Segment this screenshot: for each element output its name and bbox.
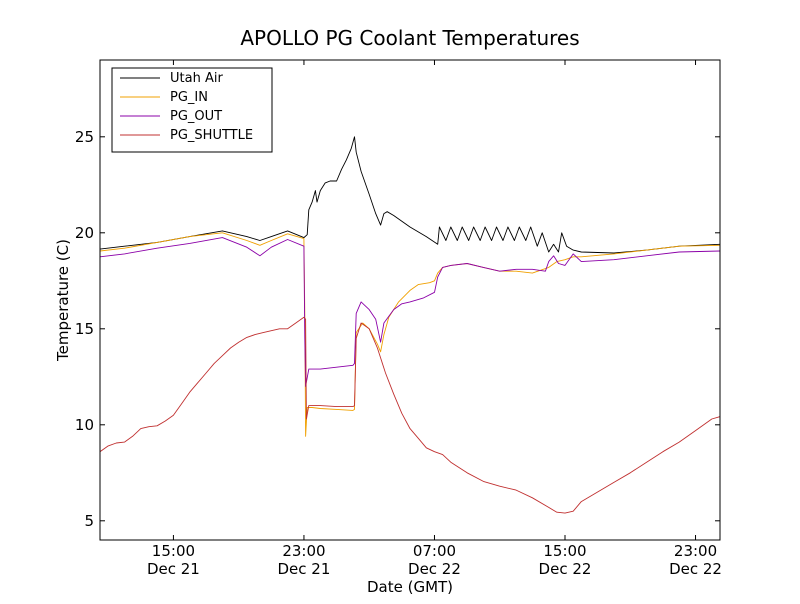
x-tick-date-label: Dec 21 — [147, 560, 200, 578]
x-tick-label: 23:00 — [282, 542, 325, 560]
x-axis-label: Date (GMT) — [367, 578, 453, 596]
plot-frame — [99, 59, 721, 541]
series-line-pg-out — [100, 237, 720, 387]
x-tick-label: 15:00 — [543, 542, 586, 560]
legend-label: PG_IN — [170, 90, 208, 105]
y-tick-label: 5 — [84, 512, 94, 530]
legend-label: PG_SHUTTLE — [170, 128, 253, 143]
legend-label: PG_OUT — [170, 109, 222, 124]
y-tick-label: 20 — [75, 224, 94, 242]
x-tick-date-label: Dec 21 — [278, 560, 331, 578]
x-tick-date-label: Dec 22 — [669, 560, 722, 578]
x-tick-label: 07:00 — [413, 542, 456, 560]
series-line-pg-shuttle — [100, 316, 720, 514]
x-tick-label: 15:00 — [152, 542, 195, 560]
x-tick-label: 23:00 — [674, 542, 717, 560]
y-axis: 5 10 15 20 25 — [75, 128, 720, 530]
y-axis-label: Temperature (C) — [54, 239, 72, 362]
series-line-pg-in — [100, 232, 720, 437]
legend-label: Utah Air — [170, 71, 223, 86]
plot-area — [100, 136, 720, 514]
y-tick-label: 25 — [75, 128, 94, 146]
x-tick-date-label: Dec 22 — [539, 560, 592, 578]
legend: Utah Air PG_IN PG_OUT PG_SHUTTLE — [111, 67, 273, 153]
legend-box — [111, 67, 273, 153]
series-line-utah-air — [100, 136, 720, 254]
x-tick-date-label: Dec 22 — [408, 560, 461, 578]
y-tick-label: 15 — [75, 320, 94, 338]
chart-title: APOLLO PG Coolant Temperatures — [240, 26, 579, 50]
y-tick-label: 10 — [75, 416, 94, 434]
